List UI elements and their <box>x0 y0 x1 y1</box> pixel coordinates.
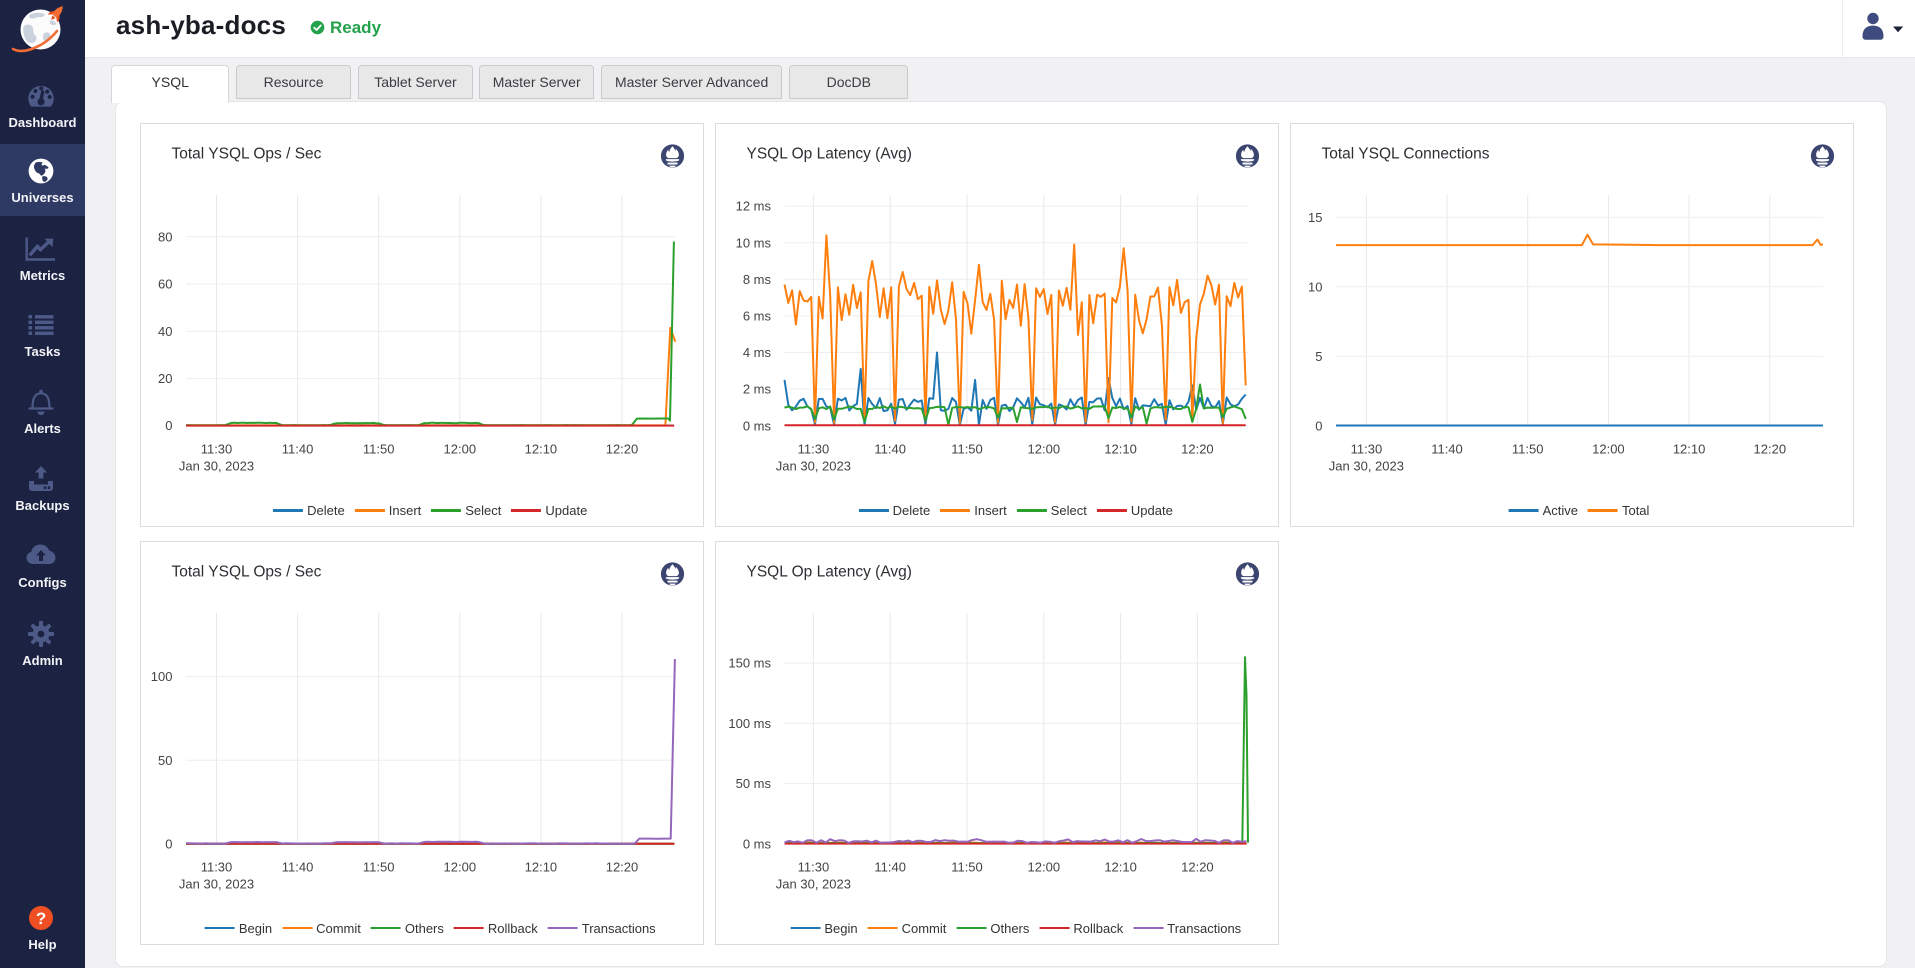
svg-text:11:50: 11:50 <box>1511 442 1543 457</box>
svg-text:12:10: 12:10 <box>524 442 557 457</box>
svg-text:Jan 30, 2023: Jan 30, 2023 <box>775 876 850 891</box>
svg-text:12:10: 12:10 <box>1104 442 1137 457</box>
svg-text:12:20: 12:20 <box>1181 442 1214 457</box>
svg-text:11:40: 11:40 <box>874 859 906 874</box>
svg-text:Jan 30, 2023: Jan 30, 2023 <box>178 459 253 474</box>
svg-text:15: 15 <box>1308 210 1322 225</box>
svg-text:11:40: 11:40 <box>1431 442 1463 457</box>
svg-text:12 ms: 12 ms <box>735 199 771 214</box>
svg-text:Total YSQL Connections: Total YSQL Connections <box>1321 146 1489 163</box>
svg-text:6 ms: 6 ms <box>742 309 771 324</box>
svg-text:12:20: 12:20 <box>605 442 638 457</box>
svg-text:Jan 30, 2023: Jan 30, 2023 <box>775 459 850 474</box>
svg-text:150 ms: 150 ms <box>728 655 771 670</box>
svg-text:10: 10 <box>1308 279 1322 294</box>
svg-text:100 ms: 100 ms <box>728 715 771 730</box>
svg-text:80: 80 <box>158 229 172 244</box>
svg-text:0 ms: 0 ms <box>742 836 771 851</box>
svg-text:YSQL Op Latency (Avg): YSQL Op Latency (Avg) <box>746 563 911 580</box>
svg-text:11:30: 11:30 <box>797 859 829 874</box>
svg-text:50 ms: 50 ms <box>735 776 771 791</box>
svg-text:12:00: 12:00 <box>1027 442 1060 457</box>
svg-text:11:40: 11:40 <box>874 442 906 457</box>
svg-text:11:50: 11:50 <box>951 859 983 874</box>
svg-text:YSQL Op Latency (Avg): YSQL Op Latency (Avg) <box>746 146 911 163</box>
svg-text:60: 60 <box>158 277 172 292</box>
svg-text:20: 20 <box>158 371 172 386</box>
svg-text:0 ms: 0 ms <box>742 418 771 433</box>
svg-text:50: 50 <box>158 752 172 767</box>
svg-text:2 ms: 2 ms <box>742 382 771 397</box>
svg-text:11:50: 11:50 <box>362 859 394 874</box>
svg-text:Total YSQL Ops / Sec: Total YSQL Ops / Sec <box>171 146 321 163</box>
svg-text:11:40: 11:40 <box>281 859 313 874</box>
svg-text:12:20: 12:20 <box>1753 442 1786 457</box>
svg-text:5: 5 <box>1315 349 1322 364</box>
svg-text:12:20: 12:20 <box>605 859 638 874</box>
svg-text:10 ms: 10 ms <box>735 235 771 250</box>
svg-text:100: 100 <box>150 669 172 684</box>
svg-text:12:00: 12:00 <box>443 859 476 874</box>
svg-text:12:10: 12:10 <box>1672 442 1705 457</box>
svg-text:0: 0 <box>165 418 172 433</box>
svg-text:4 ms: 4 ms <box>742 345 771 360</box>
svg-text:11:50: 11:50 <box>951 442 983 457</box>
svg-text:12:20: 12:20 <box>1181 859 1214 874</box>
svg-text:12:10: 12:10 <box>524 859 557 874</box>
svg-text:11:30: 11:30 <box>797 442 829 457</box>
svg-text:12:10: 12:10 <box>1104 859 1137 874</box>
svg-text:40: 40 <box>158 324 172 339</box>
svg-text:0: 0 <box>1315 418 1322 433</box>
svg-text:11:30: 11:30 <box>1350 442 1382 457</box>
svg-text:Jan 30, 2023: Jan 30, 2023 <box>178 876 253 891</box>
svg-text:?: ? <box>36 909 46 928</box>
svg-text:12:00: 12:00 <box>1027 859 1060 874</box>
svg-text:11:30: 11:30 <box>200 859 232 874</box>
svg-text:12:00: 12:00 <box>1592 442 1625 457</box>
svg-text:Total YSQL Ops / Sec: Total YSQL Ops / Sec <box>171 563 321 580</box>
svg-text:8 ms: 8 ms <box>742 272 771 287</box>
svg-text:12:00: 12:00 <box>443 442 476 457</box>
svg-text:11:40: 11:40 <box>281 442 313 457</box>
svg-text:0: 0 <box>165 836 172 851</box>
svg-text:11:30: 11:30 <box>200 442 232 457</box>
svg-text:11:50: 11:50 <box>362 442 394 457</box>
svg-text:Jan 30, 2023: Jan 30, 2023 <box>1328 459 1403 474</box>
